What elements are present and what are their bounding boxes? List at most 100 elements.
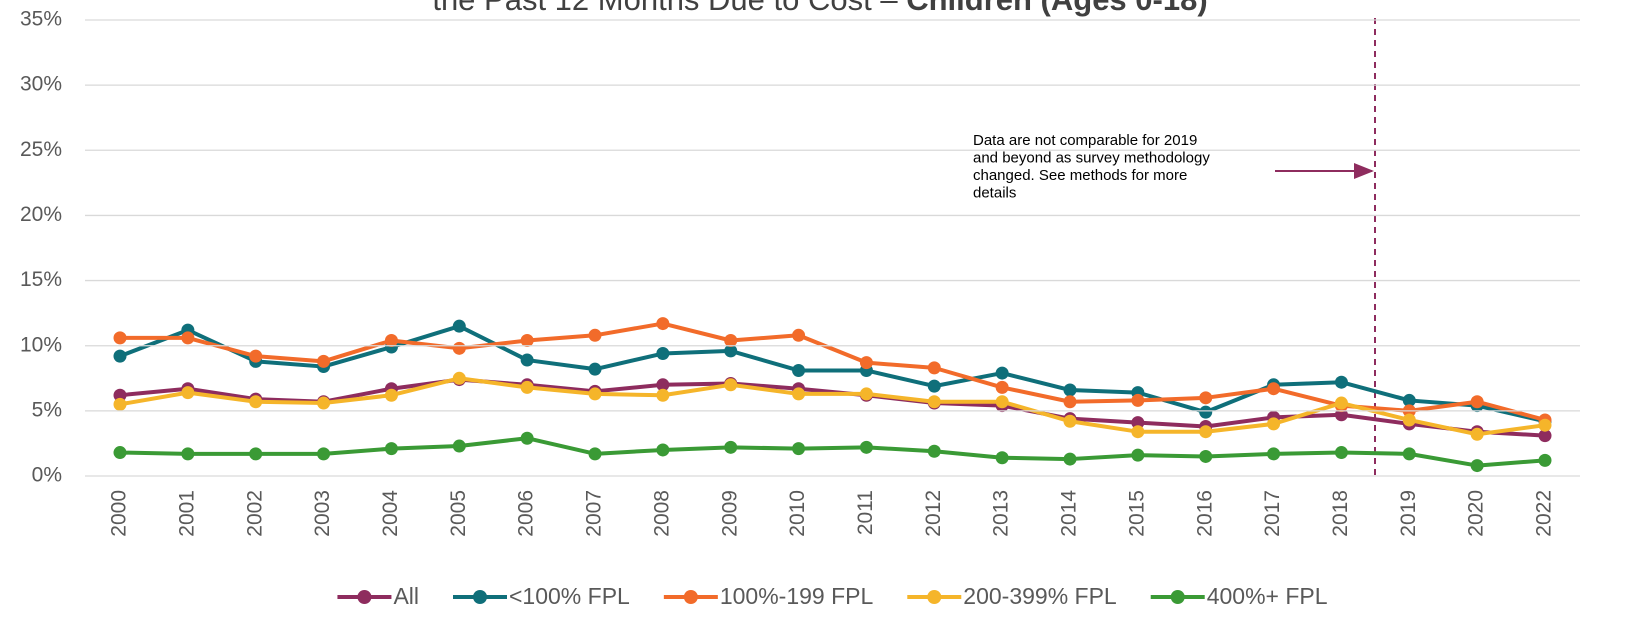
x-tick-label: 2007: [583, 490, 606, 537]
point: [656, 317, 670, 331]
point: [452, 439, 466, 453]
point: [1199, 405, 1213, 419]
point: [1538, 418, 1552, 432]
point: [1334, 408, 1348, 422]
point: [384, 442, 398, 456]
point: [859, 440, 873, 454]
point: [384, 388, 398, 402]
x-tick-label: 2002: [243, 490, 266, 537]
point: [1131, 448, 1145, 462]
x-tick-label: 2008: [650, 490, 673, 537]
point: [317, 396, 331, 410]
x-tick-label: 2011: [854, 490, 877, 535]
series-line: [119, 324, 1546, 424]
point: [927, 395, 941, 409]
x-tick-label: 2005: [447, 490, 470, 537]
point: [927, 444, 941, 458]
series: [113, 431, 1552, 473]
legend-marker: [473, 590, 487, 604]
point: [1334, 396, 1348, 410]
point: [588, 362, 602, 376]
point: [724, 378, 738, 392]
point: [317, 447, 331, 461]
point: [588, 447, 602, 461]
y-tick-label: 25%: [20, 138, 62, 161]
point: [1267, 382, 1281, 396]
point: [927, 361, 941, 375]
point: [1538, 453, 1552, 467]
point: [995, 451, 1009, 465]
point: [249, 395, 263, 409]
point: [113, 349, 127, 363]
y-tick-label: 5%: [32, 398, 62, 421]
legend-label: 200-399% FPL: [963, 583, 1117, 609]
x-tick-label: 2019: [1397, 490, 1420, 537]
x-tick-label: 2014: [1058, 490, 1081, 537]
point: [1131, 425, 1145, 439]
annotation-line: changed. See methods for more: [973, 167, 1187, 184]
point: [317, 354, 331, 368]
point: [113, 388, 127, 402]
x-tick-label: 2006: [515, 490, 538, 537]
chart-title: the Past 12 Months Due to Cost – Childre…: [432, 0, 1207, 17]
point: [656, 443, 670, 457]
point: [1267, 447, 1281, 461]
series-line: [119, 376, 1546, 437]
annotation-line: Data are not comparable for 2019: [973, 132, 1197, 149]
legend: All <100% FPL 100%-199 FPL 200-399% FPL 400%…: [337, 583, 1328, 609]
legend-label: All: [393, 583, 419, 609]
point: [588, 328, 602, 342]
legend-marker: [1170, 590, 1185, 604]
point: [1334, 375, 1348, 389]
point: [724, 440, 738, 454]
point: [792, 328, 806, 342]
point: [520, 353, 534, 367]
point: [995, 395, 1009, 409]
point: [1470, 395, 1484, 409]
point: [1402, 393, 1416, 407]
annotation-line: and beyond as survey methodology: [973, 150, 1210, 167]
point: [1131, 416, 1145, 430]
series-line: [119, 436, 1546, 468]
point: [181, 386, 195, 400]
point: [1199, 449, 1213, 463]
point: [1470, 459, 1484, 473]
x-tick-label: 2017: [1261, 490, 1284, 537]
x-tick-label: 2001: [175, 490, 198, 537]
point: [1199, 391, 1213, 405]
point: [1063, 395, 1077, 409]
title-bold: Children (Ages 0-18): [906, 0, 1207, 17]
point: [113, 397, 127, 411]
point: [520, 431, 534, 445]
x-tick-label: 2003: [311, 490, 334, 537]
plot-area: [113, 317, 1552, 473]
point: [1063, 383, 1077, 397]
x-tick-label: 2015: [1125, 490, 1148, 537]
x-tick-label: 2009: [718, 490, 741, 537]
point: [1402, 447, 1416, 461]
point: [181, 447, 195, 461]
point: [995, 366, 1009, 380]
point: [1538, 429, 1552, 443]
legend-label: <100% FPL: [509, 583, 630, 609]
x-tick-label: 2000: [108, 490, 131, 537]
annotation-line: details: [973, 185, 1016, 202]
point: [1063, 414, 1077, 428]
point: [588, 387, 602, 401]
x-tick-label: 2016: [1193, 490, 1216, 537]
point: [859, 387, 873, 401]
point: [656, 347, 670, 361]
point: [520, 334, 534, 348]
series: [113, 317, 1552, 427]
point: [113, 331, 127, 345]
legend-label: 400%+ FPL: [1207, 583, 1328, 609]
legend-marker: [927, 590, 942, 604]
point: [113, 446, 127, 460]
point: [1267, 417, 1281, 431]
point: [1131, 393, 1145, 407]
point: [927, 379, 941, 393]
legend-label: 100%-199 FPL: [720, 583, 874, 609]
point: [1402, 413, 1416, 427]
x-tick-label: 2013: [990, 490, 1013, 537]
